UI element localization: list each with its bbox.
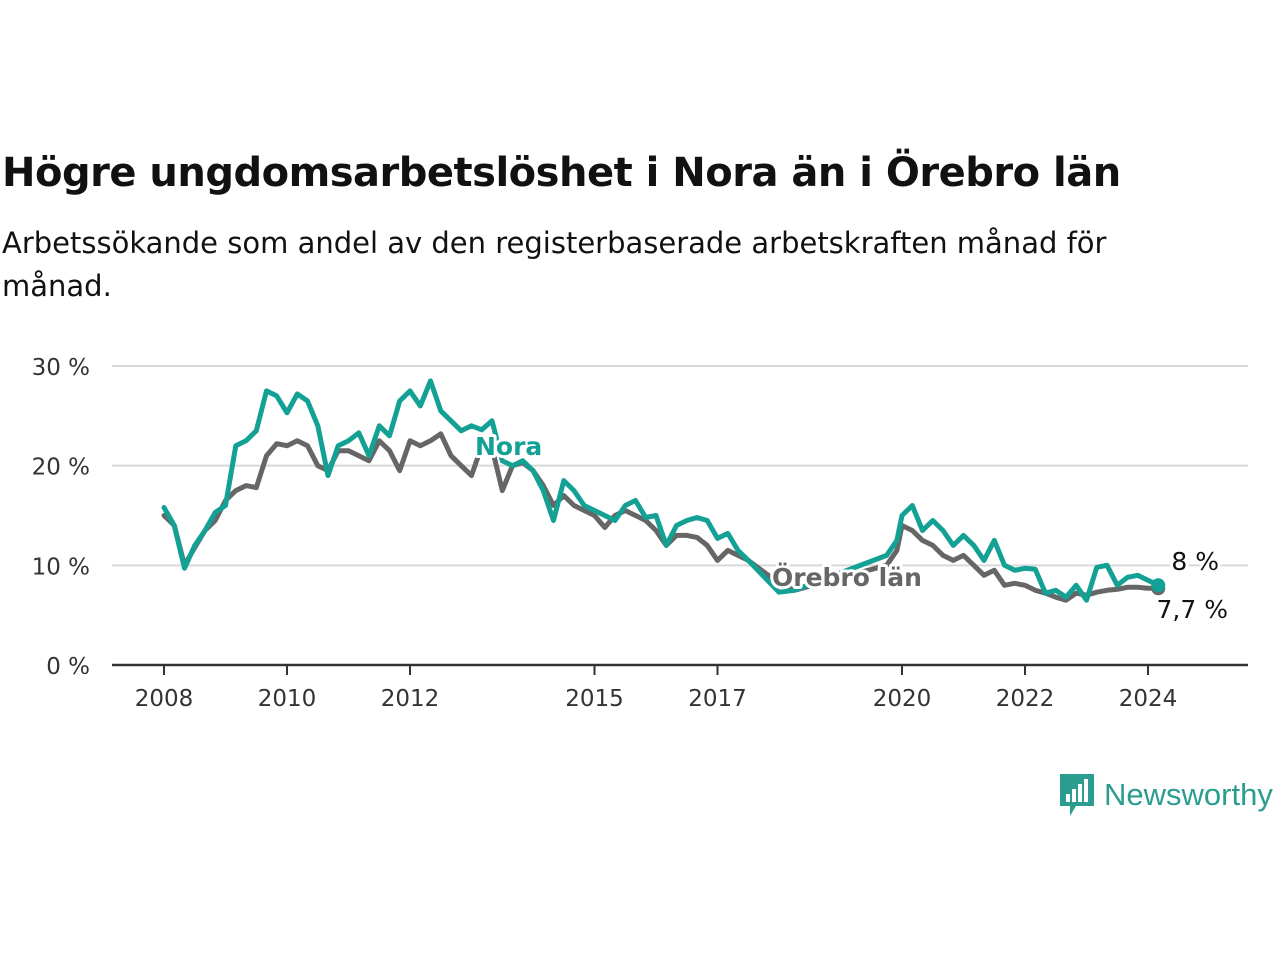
y-tick-label: 0 % — [46, 654, 90, 680]
series-labels: Nora Örebro län 8 % 7,7 % — [472, 429, 1231, 627]
series-lines — [161, 378, 1166, 603]
chart-subtitle: Arbetssökande som andel av den registerb… — [2, 226, 1107, 303]
x-tick-label: 2017 — [688, 686, 747, 712]
y-tick-label: 10 % — [32, 554, 90, 580]
series-line-nora — [161, 378, 1161, 603]
x-tick-label: 2022 — [996, 686, 1055, 712]
chart-title: Högre ungdomsarbetslöshet i Nora än i Ör… — [2, 150, 1121, 196]
newsworthy-logo: Newsworthy — [1058, 772, 1273, 818]
x-axis: 2008 2010 2012 2015 2017 2020 2022 2024 — [112, 663, 1248, 712]
end-value-nora: 8 % — [1171, 547, 1219, 576]
x-tick-label: 2015 — [565, 686, 624, 712]
y-tick-label: 30 % — [32, 355, 90, 381]
x-tick-label: 2024 — [1119, 686, 1178, 712]
y-tick-label: 20 % — [32, 455, 90, 481]
brand-name: Newsworthy — [1104, 777, 1273, 812]
x-tick-label: 2012 — [381, 686, 440, 712]
series-line-orebro-lan — [161, 431, 1161, 603]
x-tick-label: 2008 — [135, 686, 194, 712]
series-label-nora: Nora — [475, 432, 542, 461]
series-label-orebro-lan: Örebro län — [772, 562, 922, 592]
bar-chart-icon — [1060, 774, 1094, 816]
series-end-point — [1151, 578, 1166, 593]
gridlines — [112, 365, 1248, 567]
x-tick-label: 2020 — [873, 686, 932, 712]
end-value-orebro-lan: 7,7 % — [1157, 595, 1228, 624]
y-axis-ticks: 0 % 10 % 20 % 30 % — [32, 355, 90, 680]
x-tick-label: 2010 — [258, 686, 317, 712]
